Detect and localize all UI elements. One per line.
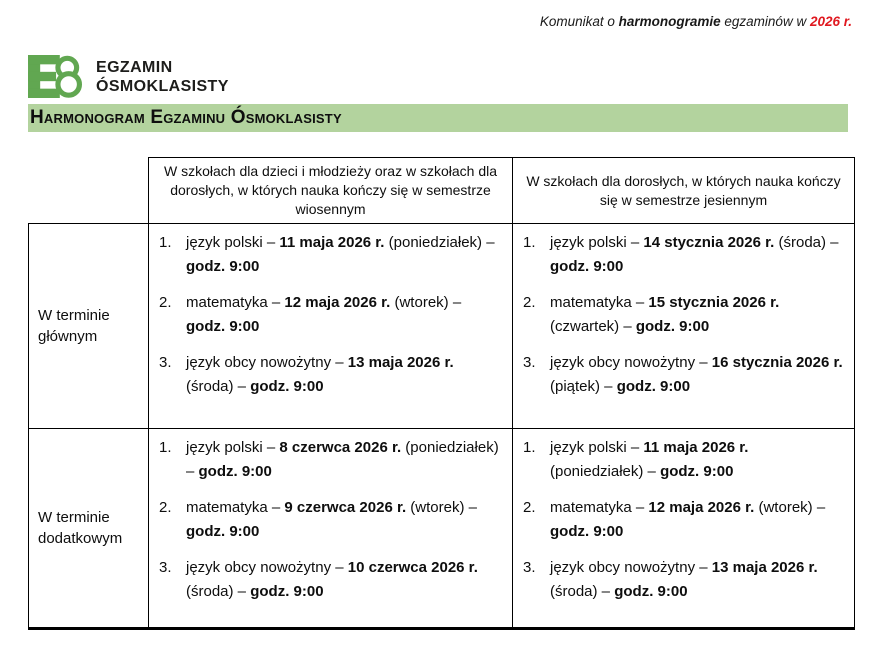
schedule-cell: 1. język polski – 14 stycznia 2026 r. (śr… [512,223,855,429]
header-row: W szkołach dla dzieci i młodzieży oraz w… [28,157,855,224]
communique-note: Komunikat o harmonogramie egzaminów w 20… [540,14,852,29]
item-text: język obcy nowożytny – 16 stycznia 2026 … [550,354,843,395]
exam-item: 2. matematyka – 15 stycznia 2026 r. (czwa… [521,291,846,339]
schedule-cell: 1. język polski – 11 maja 2026 r. (ponied… [512,428,855,630]
exam-item: 2. matematyka – 12 maja 2026 r. (wtorek) … [521,496,846,544]
column-header-autumn-semester: W szkołach dla dorosłych, w których nauk… [512,157,855,224]
schedule-table: W szkołach dla dzieci i młodzieży oraz w… [28,157,855,630]
column-header-spring-semester: W szkołach dla dzieci i młodzieży oraz w… [148,157,513,224]
item-text: język obcy nowożytny – 10 czerwca 2026 r… [186,559,478,600]
item-number: 1. [159,234,172,251]
row-label: W terminie głównym [28,223,149,429]
item-text: język polski – 8 czerwca 2026 r. (ponied… [186,439,499,480]
logo-line1: EGZAMIN [96,58,173,76]
item-number: 2. [523,294,536,311]
exam-item: 1. język polski – 11 maja 2026 r. (ponied… [157,231,504,279]
row-label: W terminie dodatkowym [28,428,149,630]
exam-item: 3. język obcy nowożytny – 10 czerwca 2026… [157,556,504,604]
note-prefix: Komunikat o [539,14,619,29]
exam-item: 3. język obcy nowożytny – 13 maja 2026 r.… [157,351,504,399]
logo-line2: ÓSMOKLASISTY [96,77,229,95]
corner-cell [28,157,149,224]
item-number: 1. [159,439,172,456]
section-banner: Harmonogram Egzaminu Ósmoklasisty [28,104,848,132]
table-row: W terminie głównym 1. język polski – 11 ma… [28,223,855,429]
exam-item: 2. matematyka – 9 czerwca 2026 r. (wtorek… [157,496,504,544]
item-number: 1. [523,234,536,251]
item-text: matematyka – 15 stycznia 2026 r. (czwart… [550,294,780,335]
item-number: 2. [159,294,172,311]
item-text: język polski – 11 maja 2026 r. (poniedzi… [550,439,749,480]
item-number: 3. [523,354,536,371]
item-text: matematyka – 12 maja 2026 r. (wtorek) – … [186,294,462,335]
exam-item: 2. matematyka – 12 maja 2026 r. (wtorek) … [157,291,504,339]
schedule-cell: 1. język polski – 8 czerwca 2026 r. (poni… [148,428,513,630]
schedule-cell: 1. język polski – 11 maja 2026 r. (ponied… [148,223,513,429]
item-text: matematyka – 12 maja 2026 r. (wtorek) – … [550,499,826,540]
exam-item: 1. język polski – 14 stycznia 2026 r. (śr… [521,231,846,279]
exam-item: 1. język polski – 8 czerwca 2026 r. (poni… [157,436,504,484]
item-text: język polski – 11 maja 2026 r. (poniedzi… [186,234,495,275]
item-text: język obcy nowożytny – 13 maja 2026 r. (… [186,354,454,395]
logo-text: EGZAMIN ÓSMOKLASISTY [96,58,229,96]
exam-item: 3. język obcy nowożytny – 16 stycznia 202… [521,351,846,399]
exam-logo: EGZAMIN ÓSMOKLASISTY [28,55,229,98]
item-number: 3. [159,559,172,576]
exam-item: 1. język polski – 11 maja 2026 r. (ponied… [521,436,846,484]
exam-item: 3. język obcy nowożytny – 13 maja 2026 r.… [521,556,846,604]
item-number: 2. [159,499,172,516]
table-row: W terminie dodatkowym 1. język polski – 8 … [28,428,855,630]
item-number: 3. [523,559,536,576]
note-year: 2026 r. [809,14,852,29]
item-number: 1. [523,439,536,456]
note-middle: egzaminów w [720,14,810,29]
item-number: 2. [523,499,536,516]
item-text: język obcy nowożytny – 13 maja 2026 r. (… [550,559,818,600]
item-number: 3. [159,354,172,371]
e8-logo-icon [28,55,83,98]
schedule-table-wrap: W szkołach dla dzieci i młodzieży oraz w… [28,157,855,630]
note-bold-word: harmonogramie [618,14,721,29]
page-title: Harmonogram Egzaminu Ósmoklasisty [30,107,342,128]
schedule-table-body: W terminie głównym 1. język polski – 11 ma… [28,223,855,630]
item-text: język polski – 14 stycznia 2026 r. (środ… [550,234,839,275]
item-text: matematyka – 9 czerwca 2026 r. (wtorek) … [186,499,477,540]
